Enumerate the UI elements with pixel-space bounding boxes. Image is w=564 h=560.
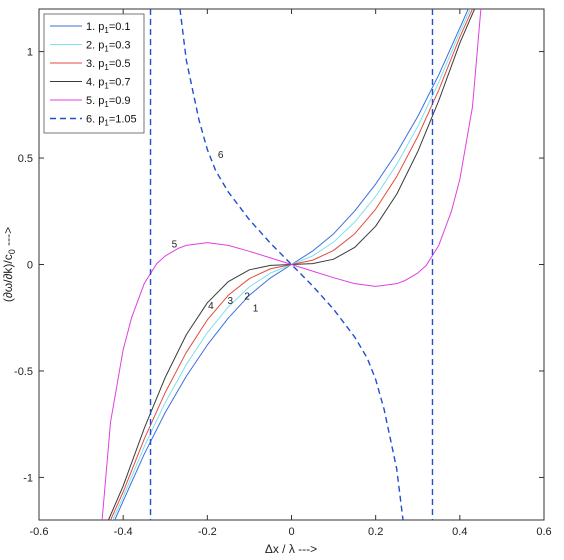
y-tick-label: -0.5: [14, 366, 33, 378]
x-axis-label: Δx / λ --->: [265, 542, 317, 556]
curve-label: 4: [208, 301, 214, 312]
x-tick-label: -0.6: [30, 526, 49, 538]
legend-entry: 4. p1=0.7: [86, 77, 131, 91]
curve-labels: 6 5 4 3 21: [172, 150, 259, 314]
curve-label: 2: [244, 292, 250, 303]
curve-label: 1: [253, 303, 259, 314]
x-tick-label: -0.4: [114, 526, 133, 538]
series-group: [101, 9, 482, 520]
y-axis-label-text: (∂ω/∂k)/c0 --->: [1, 227, 17, 302]
legend-entry: 6. p1=1.05: [86, 114, 137, 128]
curve-label: 3: [228, 296, 234, 307]
x-tick-label: 0: [288, 526, 294, 538]
y-tick-label: 0: [27, 260, 33, 272]
x-tick-label: 0.6: [536, 526, 551, 538]
legend-entry: 3. p1=0.5: [86, 58, 131, 72]
y-tick-label: 1: [27, 47, 33, 59]
y-tick-label: 0.5: [18, 153, 33, 165]
legend-entry: 5. p1=0.9: [86, 95, 131, 109]
axis-ticks: -0.6 -0.4 -0.2 0 0.2 0.4 0.6 -1 -0.5 0 0.5 1: [14, 9, 552, 538]
curve-label: 5: [172, 239, 178, 250]
x-tick-label: 0.4: [452, 526, 467, 538]
curve-label: 6: [218, 150, 224, 161]
legend-box: [43, 13, 145, 134]
legend-entry: 2. p1=0.3: [86, 40, 131, 54]
y-tick-label: -1: [23, 472, 33, 484]
legend-entry: 1. p1=0.1: [86, 21, 131, 35]
x-tick-label: -0.2: [198, 526, 217, 538]
series-line-5: [101, 9, 482, 520]
y-axis-label: (∂ω/∂k)/c0 --->: [1, 227, 17, 302]
series-line-6: [179, 9, 404, 520]
x-tick-label: 0.2: [368, 526, 383, 538]
legend: 1. p1=0.1 2. p1=0.3 3. p1=0.5 4. p1=0.7 5. p…: [43, 13, 145, 134]
